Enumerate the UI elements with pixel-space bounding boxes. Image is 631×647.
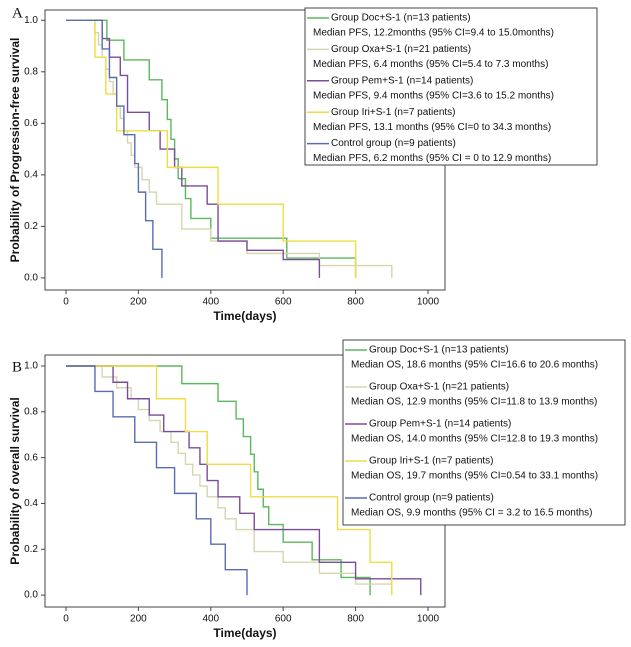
legend-median: Median OS, 19.7 months (95% CI=0.54 to 3… [351, 471, 598, 482]
x-axis-label: Time(days) [213, 309, 276, 323]
x-tick-label: 400 [202, 614, 219, 625]
y-tick-label: 0.4 [24, 169, 38, 180]
survival-curve [65, 365, 393, 596]
x-tick-label: 600 [275, 297, 292, 308]
legend-label: Group Pem+S-1 (n=14 patients) [369, 419, 511, 430]
legend-box [304, 7, 598, 166]
legend-label: Group Pem+S-1 (n=14 patients) [331, 75, 473, 86]
survival-curve [65, 19, 321, 278]
y-tick-label: 0.0 [24, 273, 38, 284]
panel-label: A [12, 5, 23, 21]
legend-label: Group Oxa+S-1 (n=21 patients) [331, 44, 471, 55]
chart-panel: A 0.0 0.2 0.4 0.6 0.8 1.0 0 200 400 600 800 1000 Time… [8, 5, 598, 323]
legend-median: Median OS, 18.6 months (95% CI=16.6 to 2… [351, 360, 598, 371]
x-tick-label: 200 [130, 614, 147, 625]
legend-label: Group Doc+S-1 (n=13 patients) [331, 13, 471, 24]
panel-label: B [12, 359, 22, 375]
x-axis-label: Time(days) [213, 626, 276, 640]
x-tick-label: 400 [202, 297, 219, 308]
x-tick-label: 200 [130, 297, 147, 308]
x-tick-label: 800 [347, 614, 364, 625]
legend-box [342, 339, 626, 526]
x-tick-label: 600 [275, 614, 292, 625]
legend-median: Median OS, 12.9 months (95% CI=11.8 to 1… [351, 397, 597, 408]
y-axis-label: Probability of overall survival [8, 397, 22, 564]
x-tick-label: 800 [347, 297, 364, 308]
legend-median: Median PFS, 13.1 months (95% CI=0 to 34.… [313, 122, 551, 133]
legend-median: Median PFS, 12.2months (95% CI=9.4 to 15… [313, 28, 554, 39]
legend-median: Median PFS, 9.4 months (95% CI=3.6 to 15… [313, 90, 554, 101]
y-axis-label: Probability of Progression-free survival [8, 38, 22, 263]
x-tick-label: 0 [63, 614, 69, 625]
survival-curve [65, 365, 248, 596]
y-tick-label: 0.6 [24, 452, 38, 463]
x-tick-label: 1000 [417, 297, 440, 308]
legend-label: Control group (n=9 patients) [369, 493, 494, 504]
survival-curve [65, 19, 357, 278]
y-tick-label: 0.8 [24, 406, 38, 417]
legend-label: Group Iri+S-1 (n=7 patients) [331, 107, 456, 118]
legend-label: Control group (n=9 patients) [331, 138, 456, 149]
legend-label: Group Iri+S-1 (n=7 patients) [369, 456, 494, 467]
survival-curve [65, 365, 371, 596]
x-tick-label: 1000 [417, 614, 440, 625]
legend-median: Median PFS, 6.4 months (95% CI=5.4 to 7.… [313, 59, 548, 70]
y-tick-label: 0.2 [24, 544, 38, 555]
y-tick-label: 1.0 [24, 361, 38, 372]
survival-curve [65, 19, 163, 278]
x-tick-label: 0 [63, 297, 69, 308]
y-tick-label: 0.4 [24, 498, 38, 509]
y-tick-label: 0.8 [24, 66, 38, 77]
y-tick-label: 0.2 [24, 221, 38, 232]
legend-label: Group Oxa+S-1 (n=21 patients) [369, 382, 509, 393]
y-tick-label: 1.0 [24, 15, 38, 26]
legend-label: Group Doc+S-1 (n=13 patients) [369, 345, 509, 356]
y-tick-label: 0.6 [24, 118, 38, 129]
legend-median: Median OS, 14.0 months (95% CI=12.8 to 1… [351, 434, 598, 445]
y-tick-label: 0.0 [24, 590, 38, 601]
chart-panel: B 0.0 0.2 0.4 0.6 0.8 1.0 0 200 400 600 800 1000 Time… [8, 339, 626, 640]
legend-median: Median OS, 9.9 months (95% CI = 3.2 to 1… [351, 508, 593, 519]
legend-median: Median PFS, 6.2 months (95% CI = 0 to 12… [313, 153, 551, 164]
